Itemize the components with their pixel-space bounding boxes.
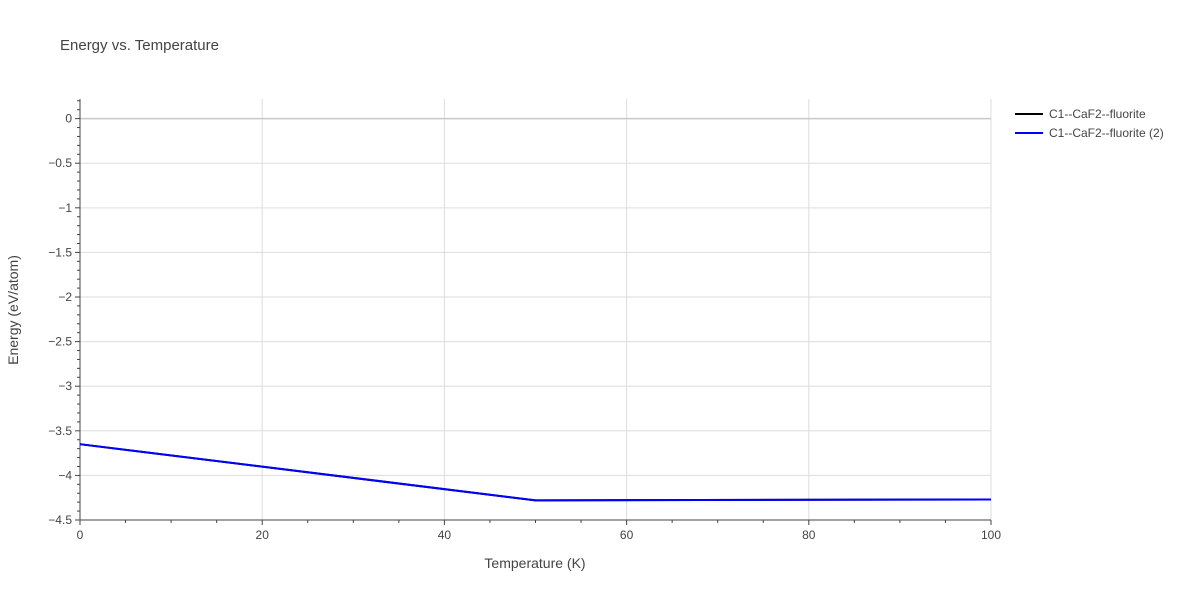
x-tick-label: 60 — [620, 528, 634, 542]
tick-labels: 0 20 40 60 80 100 0 −0.5 −1 −1.5 −2 −2.5 −3 −3.5 −4 −4.… — [48, 112, 1001, 542]
x-tick-label: 20 — [256, 528, 270, 542]
y-tick-label: 0 — [65, 112, 72, 126]
legend: C1--CaF2--fluorite C1--CaF2--fluorite (2) — [1015, 107, 1164, 140]
x-tick-label: 0 — [77, 528, 84, 542]
y-tick-label: −4 — [58, 468, 72, 482]
y-tick-label: −1.5 — [48, 245, 72, 259]
y-tick-label: −4.5 — [48, 513, 72, 527]
x-tick-label: 80 — [802, 528, 816, 542]
x-tick-label: 100 — [981, 528, 1001, 542]
axes — [75, 99, 992, 525]
y-tick-label: −2.5 — [48, 335, 72, 349]
legend-label: C1--CaF2--fluorite — [1049, 107, 1146, 121]
series-line-1 — [79, 443, 992, 502]
y-tick-label: −3.5 — [48, 424, 72, 438]
y-tick-label: −1 — [58, 201, 72, 215]
legend-label: C1--CaF2--fluorite (2) — [1049, 126, 1164, 140]
y-tick-label: −3 — [58, 379, 72, 393]
x-tick-label: 40 — [438, 528, 452, 542]
chart-title: Energy vs. Temperature — [60, 37, 219, 54]
series-layer — [79, 443, 992, 502]
y-tick-label: −0.5 — [48, 156, 72, 170]
x-axis-title: Temperature (K) — [484, 555, 585, 571]
series-line-2 — [79, 443, 992, 502]
y-axis-title: Energy (eV/atom) — [5, 255, 21, 365]
grid-lines — [80, 99, 992, 520]
y-tick-label: −2 — [58, 290, 72, 304]
